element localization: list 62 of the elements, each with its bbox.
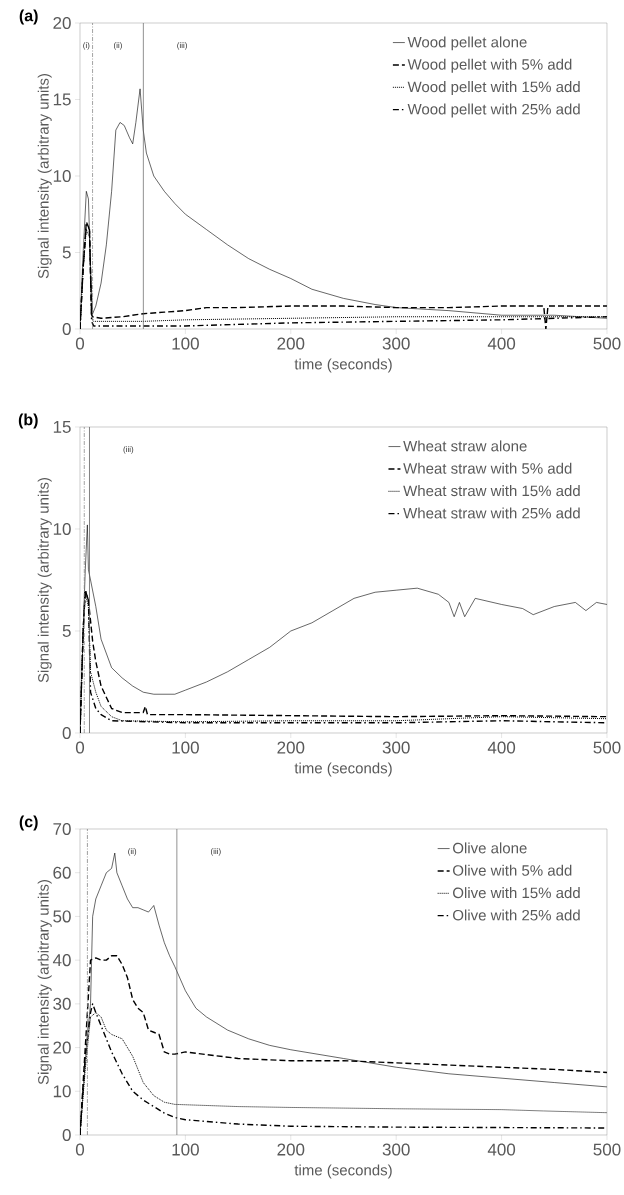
x-tick-label: 400 (487, 741, 516, 754)
legend-label: Wood pellet with 15% add (407, 81, 580, 96)
y-tick-label: 60 (53, 866, 71, 879)
x-axis-title: time (seconds) (294, 358, 392, 373)
x-tick-label: 300 (382, 337, 410, 350)
legend-label: Olive with 15% add (453, 887, 580, 899)
x-tick-label: 500 (593, 741, 621, 754)
x-tick-label: 200 (277, 741, 305, 754)
y-tick-label: 40 (52, 954, 71, 967)
legend-label: Wood pellet alone (407, 36, 527, 51)
legend-label: Wheat straw with 15% add (403, 485, 580, 497)
x-tick-label: 100 (172, 741, 199, 754)
x-tick-label: 400 (487, 1143, 516, 1156)
y-tick-label: 15 (53, 93, 71, 106)
x-tick-label: 0 (75, 1143, 85, 1156)
annotation: (iii) (177, 42, 187, 50)
y-tick-label: 5 (62, 246, 71, 259)
annotation: (ii) (114, 42, 122, 50)
x-tick-label: 200 (277, 1143, 305, 1156)
chart-title: (b) (18, 413, 38, 429)
y-tick-label: 50 (53, 910, 71, 923)
y-tick-label: 10 (53, 1085, 71, 1098)
x-tick-label: 400 (487, 337, 516, 350)
y-tick-label: 10 (53, 522, 71, 536)
x-tick-label: 100 (172, 1143, 199, 1156)
y-tick-label: 5 (62, 625, 71, 637)
y-tick-label: 20 (53, 1041, 71, 1054)
y-tick-label: 30 (53, 997, 71, 1010)
x-tick-label: 0 (75, 337, 85, 350)
annotation: (ii) (128, 848, 137, 856)
x-tick-label: 200 (277, 337, 305, 350)
y-tick-label: 20 (53, 16, 71, 30)
annotation: (iii) (211, 848, 221, 856)
legend-label: Wheat straw alone (403, 440, 527, 452)
x-tick-label: 0 (75, 741, 85, 754)
y-tick-label: 0 (62, 1128, 71, 1142)
y-tick-label: 70 (53, 822, 71, 836)
y-tick-label: 0 (62, 322, 71, 336)
y-axis-title: Signal intensity (arbitrary units) (37, 74, 52, 279)
y-tick-label: 10 (53, 169, 71, 183)
x-tick-label: 500 (593, 337, 621, 350)
y-axis-title: Signal intensity (arbitrary units) (37, 478, 52, 683)
chart-title: (c) (19, 815, 38, 831)
y-axis-title: Signal intensity (arbitrary units) (37, 880, 52, 1085)
y-tick-label: 0 (62, 726, 71, 740)
legend-label: Wheat straw with 5% add (403, 462, 572, 474)
legend-label: Olive with 25% add (453, 909, 580, 921)
legend-label: Olive with 5% add (453, 864, 572, 876)
y-tick-label: 15 (53, 421, 71, 433)
legend-label: Wheat straw with 25% add (403, 507, 580, 519)
x-tick-label: 100 (172, 337, 199, 350)
x-tick-label: 300 (382, 1143, 410, 1156)
annotation: (iii) (123, 446, 134, 454)
legend-label: Olive alone (453, 842, 527, 854)
x-tick-label: 500 (593, 1143, 621, 1156)
x-tick-label: 300 (382, 741, 410, 754)
legend-label: Wood pellet with 25% add (407, 103, 580, 118)
chart-title: (a) (19, 9, 38, 25)
x-axis-title: time (seconds) (294, 762, 392, 777)
annotation: (i) (83, 42, 90, 50)
legend-label: Wood pellet with 5% add (407, 58, 572, 73)
x-axis-title: time (seconds) (294, 1164, 392, 1179)
